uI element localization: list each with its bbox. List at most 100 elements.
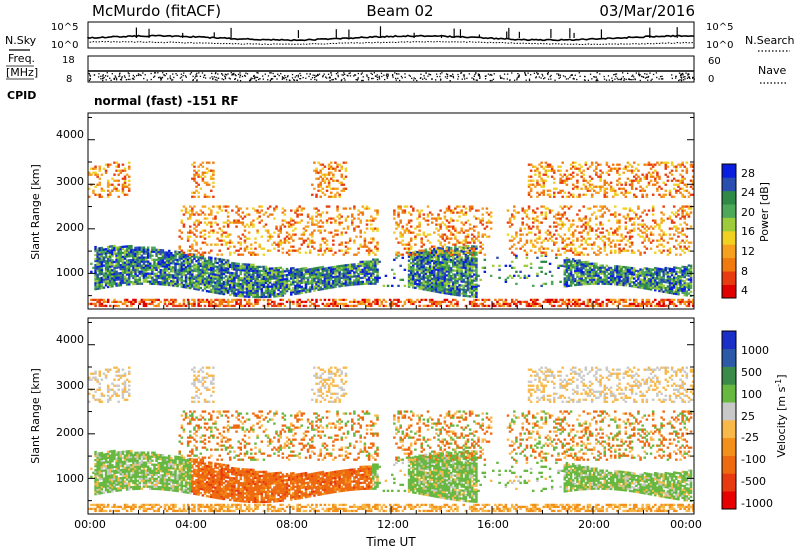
power-cell [372, 300, 375, 304]
power-cell [363, 243, 367, 246]
power-cell [119, 278, 123, 281]
power-cell [199, 235, 203, 238]
power-cell [332, 243, 335, 246]
power-cell [470, 279, 474, 282]
power-cell [201, 179, 205, 182]
power-cell [342, 177, 346, 180]
power-cell [210, 282, 213, 286]
power-cell [313, 281, 316, 284]
power-cell [170, 298, 173, 302]
power-cell [210, 300, 213, 304]
power-cell [273, 291, 276, 294]
power-cell [155, 252, 158, 256]
power-cell [313, 161, 316, 164]
power-cell [195, 255, 198, 259]
power-cell [441, 287, 445, 290]
power-cell [199, 282, 203, 286]
power-cell [397, 225, 400, 228]
power-cell [483, 233, 487, 236]
power-cell [111, 263, 114, 266]
power-cell [273, 267, 276, 270]
power-cell [334, 302, 337, 306]
power-cell [369, 282, 373, 285]
nave-point [569, 76, 571, 78]
power-cell [140, 254, 144, 257]
power-cell [437, 266, 440, 270]
nave-point [165, 73, 168, 75]
power-cell [264, 265, 268, 268]
power-cell [195, 280, 198, 283]
power-cell [121, 177, 125, 180]
nave-point [316, 75, 318, 77]
power-cell [113, 260, 116, 264]
power-cell [414, 253, 417, 256]
nave-point [517, 76, 519, 78]
power-cell [279, 280, 282, 283]
nave-point [546, 72, 549, 75]
power-cell [235, 302, 238, 306]
power-cell [317, 161, 320, 164]
power-cell [224, 235, 228, 238]
power-cell [237, 264, 240, 268]
nave-point [360, 73, 362, 75]
power-cell [433, 302, 436, 306]
power-cell [418, 265, 421, 268]
power-cell [422, 304, 426, 308]
power-cell [357, 276, 360, 280]
power-cell [334, 169, 337, 172]
power-cell [439, 251, 442, 254]
power-cell [193, 269, 196, 272]
power-cell [119, 264, 123, 267]
power-cell [361, 205, 365, 208]
power-cell [193, 285, 196, 288]
power-cell [245, 291, 249, 294]
power-cell [292, 267, 295, 270]
power-cell [241, 267, 245, 270]
power-cell [464, 229, 468, 232]
power-cell [161, 275, 165, 278]
power-cell [327, 167, 331, 170]
nave-point [499, 75, 501, 77]
power-cell [475, 279, 478, 282]
power-cell [132, 252, 135, 256]
power-cell [449, 274, 453, 278]
power-cell [325, 269, 329, 272]
power-cell [247, 273, 251, 276]
power-cell [470, 261, 474, 264]
power-cell [412, 262, 415, 265]
power-cell [464, 251, 468, 254]
power-cell [325, 279, 329, 282]
power-cell [287, 283, 291, 286]
power-cell [123, 175, 127, 178]
power-cell [454, 275, 457, 278]
power-cell [483, 304, 487, 308]
nave-point [118, 75, 120, 78]
power-cell [456, 257, 459, 261]
power-cell [245, 245, 249, 248]
nave-point [452, 75, 454, 78]
power-cell [357, 262, 360, 266]
power-cell [94, 245, 97, 249]
power-cell [256, 302, 259, 306]
power-cell [462, 292, 466, 295]
power-cell [180, 231, 184, 234]
power-cell [96, 249, 99, 252]
power-cell [304, 266, 308, 270]
power-cell [184, 282, 188, 285]
power-cell [142, 270, 146, 273]
power-cell [184, 254, 188, 257]
power-cell [367, 219, 371, 222]
power-cell [414, 262, 417, 265]
power-cell [296, 276, 299, 279]
power-cell [332, 266, 335, 269]
power-cell [216, 271, 219, 275]
power-cell [207, 278, 211, 281]
power-cell [104, 169, 108, 172]
power-cell [170, 276, 173, 279]
power-cell [361, 264, 365, 267]
power-cell [325, 285, 329, 288]
power-cell [210, 189, 213, 192]
power-cell [96, 287, 99, 290]
power-cell [130, 254, 133, 258]
power-cell [262, 295, 266, 299]
